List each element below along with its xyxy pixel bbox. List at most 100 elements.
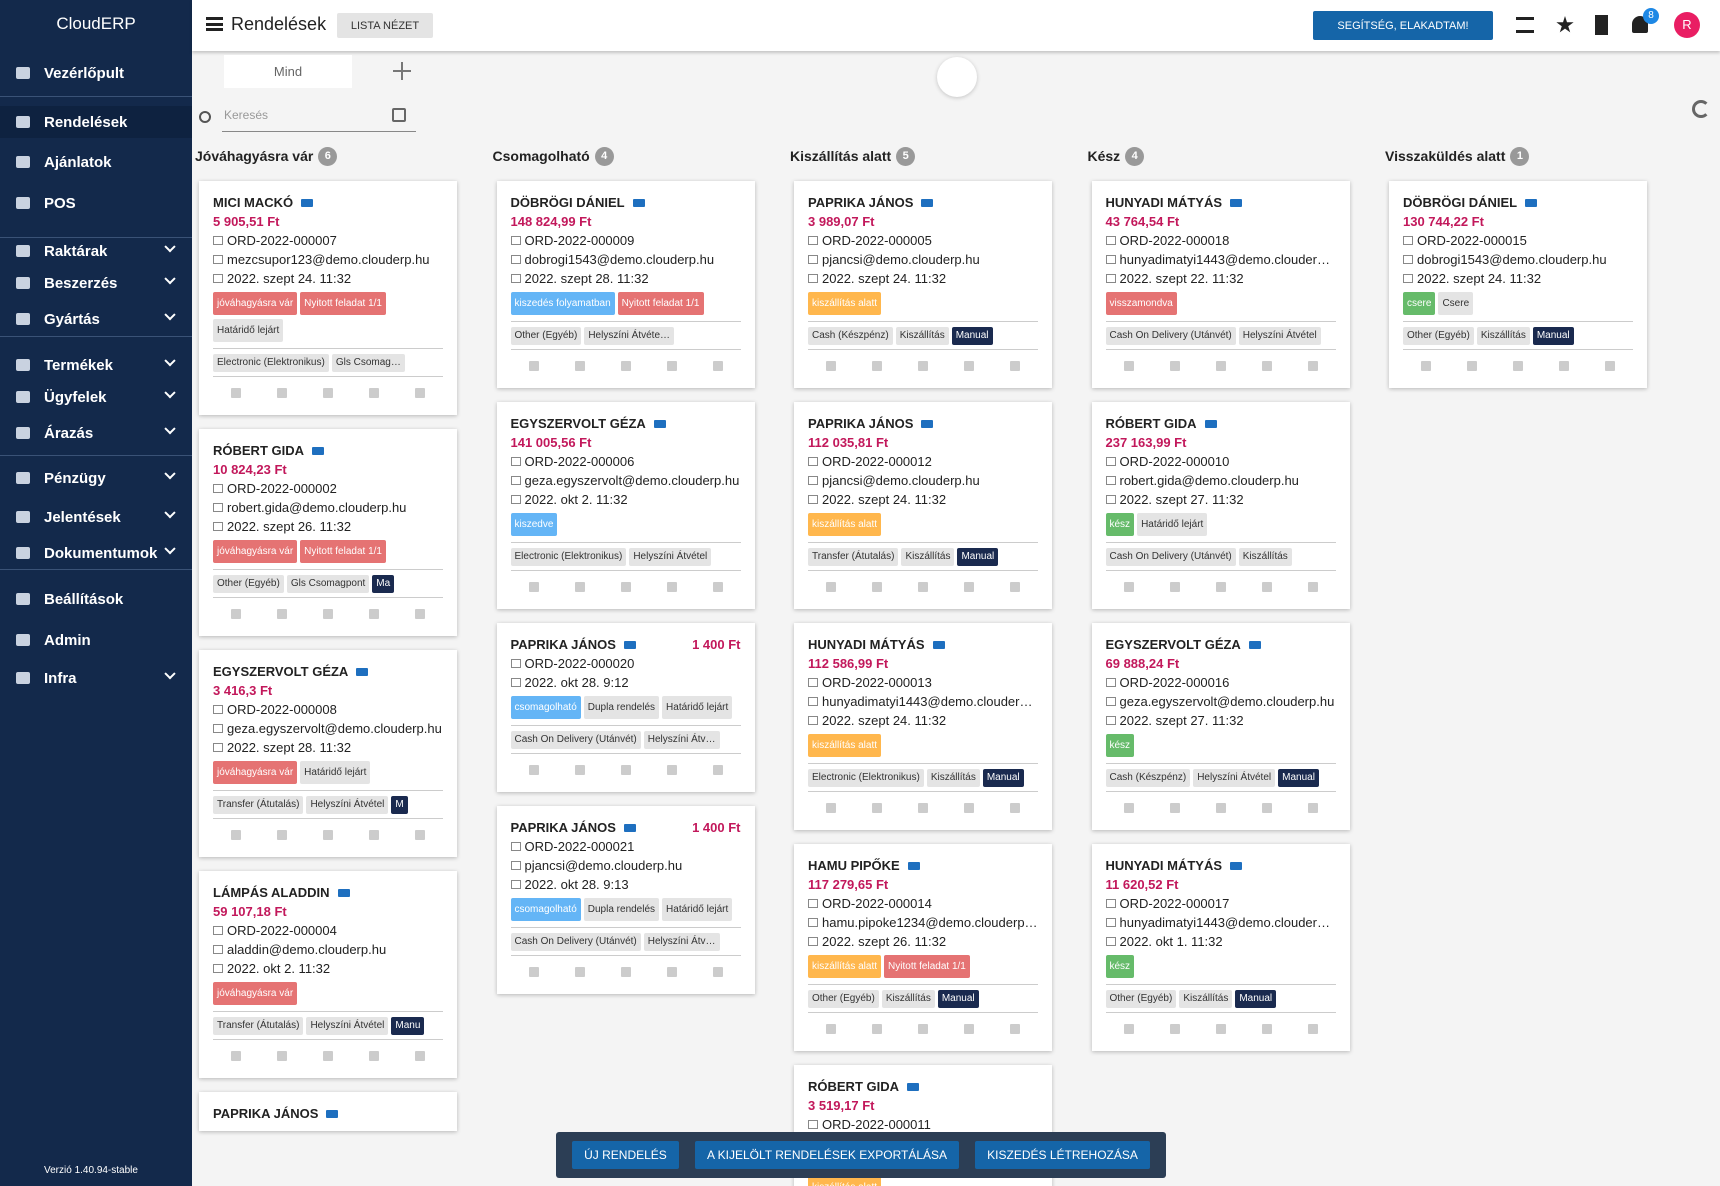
action-icon[interactable] [415,609,425,619]
sidebar-item[interactable]: POS [16,188,186,218]
order-card[interactable]: EGYSZERVOLT GÉZA 3 416,3 Ft ORD-2022-00000… [199,650,457,857]
action-icon[interactable] [1215,582,1226,592]
action-icon[interactable] [712,967,723,977]
order-card[interactable]: PAPRIKA JÁNOS 3 989,07 Ft ORD-2022-000005 p… [794,181,1052,388]
action-icon[interactable] [666,765,677,775]
order-card[interactable]: DÖBRÖGI DÁNIEL 148 824,99 Ft ORD-2022-0000… [496,181,755,388]
order-card[interactable]: MICI MACKÓ 5 905,51 Ft ORD-2022-000007 mezc… [199,181,457,415]
action-icon[interactable] [1261,803,1272,813]
action-icon[interactable] [1307,803,1318,813]
action-icon[interactable] [666,582,677,592]
action-icon[interactable] [964,803,974,813]
action-icon[interactable] [872,582,882,592]
action-icon[interactable] [1123,803,1134,813]
order-card[interactable]: PAPRIKA JÁNOS 1 400 Ft ORD-2022-000021 pjan… [496,806,755,994]
order-card[interactable]: DÖBRÖGI DÁNIEL 130 744,22 Ft ORD-2022-0000… [1389,181,1647,388]
action-button[interactable]: KISZEDÉS LÉTREHOZÁSA [975,1141,1150,1169]
action-icon[interactable] [415,830,425,840]
action-icon[interactable] [872,361,882,371]
action-icon[interactable] [1605,361,1615,371]
action-icon[interactable] [1010,1024,1020,1034]
tasks-icon[interactable] [1516,17,1534,33]
sidebar-item[interactable]: Jelentések [16,502,186,532]
sidebar-item[interactable]: Infra [16,663,186,693]
action-icon[interactable] [872,803,882,813]
action-button[interactable]: ÚJ RENDELÉS [572,1141,679,1169]
action-icon[interactable] [1559,361,1569,371]
action-icon[interactable] [574,582,585,592]
action-icon[interactable] [666,361,677,371]
action-icon[interactable] [415,1051,425,1061]
action-icon[interactable] [1010,803,1020,813]
action-icon[interactable] [620,582,631,592]
sidebar-item[interactable]: Vezérlőpult [16,58,186,88]
action-icon[interactable] [323,609,333,619]
company-icon[interactable] [1595,15,1608,35]
action-icon[interactable] [369,830,379,840]
action-icon[interactable] [712,765,723,775]
order-card[interactable]: HAMU PIPŐKE 117 279,65 Ft ORD-2022-000014 h… [794,844,1052,1051]
sidebar-item[interactable]: Gyártás [16,304,186,334]
sidebar-item[interactable]: Beszerzés [16,268,186,298]
action-icon[interactable] [918,803,928,813]
order-card[interactable]: PAPRIKA JÁNOS 112 035,81 Ft ORD-2022-00001… [794,402,1052,609]
action-icon[interactable] [1169,1024,1180,1034]
action-icon[interactable] [918,361,928,371]
action-icon[interactable] [323,388,333,398]
action-icon[interactable] [574,765,585,775]
action-icon[interactable] [872,1024,882,1034]
order-card[interactable]: EGYSZERVOLT GÉZA 141 005,56 Ft ORD-2022-00… [496,402,755,609]
action-icon[interactable] [277,609,287,619]
action-icon[interactable] [369,609,379,619]
order-card[interactable]: HUNYADI MÁTYÁS 43 764,54 Ft ORD-2022-00001… [1091,181,1350,388]
action-icon[interactable] [1010,582,1020,592]
action-icon[interactable] [1215,361,1226,371]
action-icon[interactable] [1123,582,1134,592]
action-icon[interactable] [826,803,836,813]
action-icon[interactable] [1169,361,1180,371]
action-icon[interactable] [528,765,539,775]
order-card[interactable]: EGYSZERVOLT GÉZA 69 888,24 Ft ORD-2022-000… [1091,623,1350,830]
action-icon[interactable] [231,1051,241,1061]
action-icon[interactable] [1513,361,1523,371]
action-icon[interactable] [1123,1024,1134,1034]
order-card[interactable]: RÓBERT GIDA 10 824,23 Ft ORD-2022-000002 ro… [199,429,457,636]
order-card[interactable]: HUNYADI MÁTYÁS 11 620,52 Ft ORD-2022-00001… [1091,844,1350,1051]
action-icon[interactable] [964,361,974,371]
action-icon[interactable] [964,582,974,592]
action-icon[interactable] [415,388,425,398]
filter-button[interactable] [937,57,977,97]
action-icon[interactable] [620,967,631,977]
help-button[interactable]: SEGÍTSÉG, ELAKADTAM! [1313,11,1493,40]
action-icon[interactable] [620,361,631,371]
action-icon[interactable] [323,1051,333,1061]
action-icon[interactable] [1307,582,1318,592]
action-icon[interactable] [1467,361,1477,371]
menu-icon[interactable] [206,17,223,31]
tab[interactable]: Mind [224,55,352,88]
action-icon[interactable] [528,582,539,592]
action-icon[interactable] [1010,361,1020,371]
action-icon[interactable] [231,609,241,619]
sidebar-item[interactable]: Pénzügy [16,463,186,493]
action-icon[interactable] [666,967,677,977]
select-all-checkbox[interactable] [392,108,406,122]
sidebar-item[interactable]: Admin [16,625,186,655]
action-icon[interactable] [1307,361,1318,371]
favorites-icon[interactable] [1556,16,1574,33]
action-button[interactable]: A KIJELÖLT RENDELÉSEK EXPORTÁLÁSA [694,1141,960,1169]
sidebar-item[interactable]: Beállítások [16,584,186,614]
action-icon[interactable] [918,1024,928,1034]
action-icon[interactable] [712,361,723,371]
action-icon[interactable] [231,830,241,840]
action-icon[interactable] [277,830,287,840]
action-icon[interactable] [369,1051,379,1061]
avatar[interactable]: R [1674,12,1700,38]
action-icon[interactable] [826,1024,836,1034]
list-view-button[interactable]: LISTA NÉZET [337,13,433,38]
action-icon[interactable] [620,765,631,775]
refresh-button[interactable] [1692,100,1710,118]
order-card[interactable]: RÓBERT GIDA 237 163,99 Ft ORD-2022-000010 r… [1091,402,1350,609]
action-icon[interactable] [1215,1024,1226,1034]
order-card[interactable]: HUNYADI MÁTYÁS 112 586,99 Ft ORD-2022-0000… [794,623,1052,830]
